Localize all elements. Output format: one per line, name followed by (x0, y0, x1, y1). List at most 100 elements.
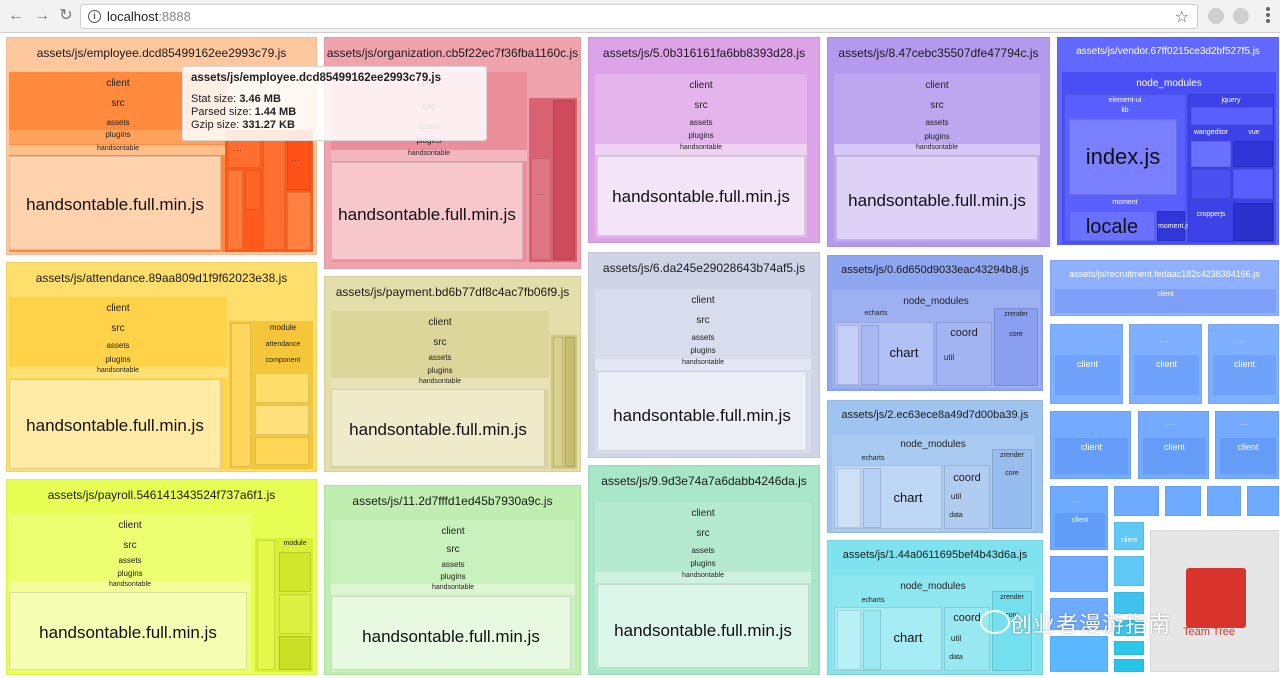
url-text[interactable]: localhost:8888 (107, 9, 191, 24)
chunk-small[interactable] (1207, 486, 1241, 516)
module-handsontable-full[interactable]: handsontable.full.min.js (331, 596, 571, 670)
module-client[interactable]: client (1213, 355, 1276, 395)
chunk-small[interactable] (1247, 486, 1279, 516)
module-label: plugins (690, 559, 716, 568)
forward-arrow-icon[interactable]: → (34, 7, 50, 24)
module-handsontable-full[interactable]: handsontable.full.min.js (597, 371, 807, 451)
module-client[interactable]: client src assets plugins handsontable h… (834, 74, 1040, 242)
module-group[interactable]: ... (529, 98, 577, 262)
module-handsontable-full[interactable]: handsontable.full.min.js (597, 584, 809, 668)
back-arrow-icon[interactable]: ← (8, 7, 24, 24)
chunk-11[interactable]: assets/js/11.2d7fffd1ed45b7930a9c.js cli… (324, 485, 581, 675)
chunk-title: assets/js/2.ec63ece8a49d7d00ba39.js (841, 409, 1029, 421)
browser-menu-icon[interactable] (1266, 7, 1270, 25)
module-chart[interactable]: chart (834, 465, 942, 529)
module-client[interactable]: client src assets plugins handsontable h… (9, 72, 227, 252)
module-client[interactable]: client src assets plugins handsontable h… (9, 297, 227, 469)
module-group[interactable]: ... ... (225, 130, 313, 252)
module-label: handsontable (595, 144, 807, 155)
module-label: assets (118, 556, 142, 565)
module-group[interactable]: jquery wangeditor vue cropperjs (1188, 94, 1274, 242)
module-coord[interactable]: coord util data (944, 465, 990, 529)
module-index-js[interactable]: index.js (1069, 119, 1177, 195)
chunk-vendor[interactable]: assets/js/vendor.67ff0215ce3d2bf527f5.js… (1057, 37, 1279, 245)
module-client[interactable]: client (1055, 355, 1120, 395)
chunk-small[interactable] (1114, 659, 1144, 672)
chunk-8[interactable]: assets/js/8.47cebc35507dfe47794c.js clie… (827, 37, 1050, 247)
extension-icon[interactable] (1208, 8, 1224, 24)
chunk-0[interactable]: assets/js/0.6d650d9033eac43294b8.js node… (827, 255, 1043, 391)
module-moment-js[interactable]: moment.js (1157, 211, 1190, 241)
info-icon[interactable]: i (88, 10, 101, 23)
chunk-small[interactable]: client (1114, 522, 1144, 550)
address-bar[interactable]: i localhost:8888 ☆ (80, 4, 1198, 29)
module-node-modules[interactable]: node_modules echarts chart coord util da… (832, 435, 1034, 531)
chunk-small[interactable]: client (1050, 411, 1131, 479)
chunk-small[interactable] (1114, 592, 1144, 614)
module-label: assets (441, 560, 465, 569)
chunk-6[interactable]: assets/js/6.da245e29028643b74af5.js clie… (588, 252, 820, 458)
chunk-5[interactable]: assets/js/5.0b316161fa6bb8393d28.js clie… (588, 37, 820, 243)
bookmark-star-icon[interactable]: ☆ (1174, 9, 1189, 26)
module-client[interactable]: client (1134, 355, 1199, 395)
module-zrender[interactable]: zrender core (992, 449, 1032, 529)
module-label: node_modules (903, 296, 969, 307)
module-client[interactable]: client src assets plugins handsontable h… (331, 311, 549, 469)
chunk-small[interactable]: ... client (1208, 324, 1279, 404)
module-chart[interactable]: chart (834, 322, 934, 386)
module-coord[interactable]: coord util (936, 322, 992, 386)
module-client[interactable]: client src assets plugins handsontable h… (331, 520, 575, 672)
chunk-payment[interactable]: assets/js/payment.bd6b77df8c4ac7fb06f9.j… (324, 276, 581, 472)
module-client[interactable]: client (1220, 438, 1276, 474)
module-node-modules[interactable]: node_modules element-ui lib index.js mom… (1062, 72, 1276, 244)
module-handsontable-full[interactable]: handsontable.full.min.js (597, 156, 805, 236)
module-handsontable-full[interactable]: handsontable.full.min.js (9, 379, 221, 469)
chunk-small[interactable]: ... client (1138, 411, 1209, 479)
module-label: plugins (688, 131, 714, 140)
module-client[interactable]: client src assets plugins handsontable h… (595, 502, 811, 670)
chunk-9[interactable]: assets/js/9.9d3e74a7a6dabb4246da.js clie… (588, 465, 820, 675)
module-handsontable-full[interactable]: handsontable.full.min.js (331, 389, 545, 467)
chunk-small[interactable] (1050, 636, 1108, 672)
module-node-modules[interactable]: node_modules echarts chart coord util zr… (832, 290, 1040, 388)
chunk-payroll[interactable]: assets/js/payroll.546141343524f737a6f1.j… (6, 479, 317, 675)
chunk-small[interactable] (1114, 620, 1144, 636)
bundle-treemap[interactable]: assets/js/employee.dcd85499162ee2993c79.… (0, 33, 1280, 678)
module-module[interactable]: module attendance component (229, 321, 313, 469)
module-handsontable-full[interactable]: handsontable.full.min.js (331, 162, 523, 260)
module-client[interactable]: client src assets plugins handsontable h… (595, 74, 807, 238)
extension-icon[interactable] (1233, 8, 1249, 24)
module-element-ui[interactable]: element-ui lib index.js moment locale mo… (1064, 94, 1190, 242)
module-label: component (265, 357, 301, 364)
module-client[interactable]: client src assets plugins handsontable h… (9, 514, 251, 672)
chunk-small[interactable] (1050, 556, 1108, 592)
module-handsontable-full[interactable]: handsontable.full.min.js (836, 156, 1038, 240)
chunk-small[interactable] (1165, 486, 1201, 516)
chunk-small[interactable]: ... client (1215, 411, 1279, 479)
module-client[interactable]: client (1055, 513, 1105, 547)
chunk-recruitment[interactable]: assets/js/recruitment.fedaac182c42383841… (1050, 260, 1279, 316)
chunk-small[interactable] (1114, 486, 1159, 516)
module-chart[interactable]: chart (834, 607, 942, 671)
chunk-small[interactable] (1050, 598, 1108, 630)
module-client[interactable]: client (1055, 289, 1276, 313)
module-group[interactable] (551, 335, 577, 469)
chunk-small[interactable]: ... client (1129, 324, 1202, 404)
module-client[interactable]: client (1055, 438, 1128, 474)
chunk-small[interactable] (1114, 556, 1144, 586)
chunk-small[interactable]: ... client (1050, 486, 1108, 550)
module-client[interactable]: client (1143, 438, 1206, 474)
chunk-small[interactable] (1114, 641, 1144, 655)
module-label: echarts (864, 310, 888, 317)
chunk-attendance[interactable]: assets/js/attendance.89aa809d1f9f62023e3… (6, 262, 317, 472)
chunk-2[interactable]: assets/js/2.ec63ece8a49d7d00ba39.js node… (827, 400, 1043, 533)
module-module[interactable]: module (255, 538, 313, 672)
module-label: core (1005, 612, 1019, 619)
module-zrender[interactable]: zrender core (994, 308, 1038, 386)
module-handsontable-full[interactable]: handsontable.full.min.js (9, 156, 221, 250)
reload-icon[interactable]: ↻ (59, 7, 73, 24)
module-locale[interactable]: locale (1069, 211, 1155, 241)
chunk-small[interactable]: client (1050, 324, 1123, 404)
module-client[interactable]: client src assets plugins handsontable h… (595, 289, 811, 453)
module-handsontable-full[interactable]: handsontable.full.min.js (9, 592, 247, 670)
